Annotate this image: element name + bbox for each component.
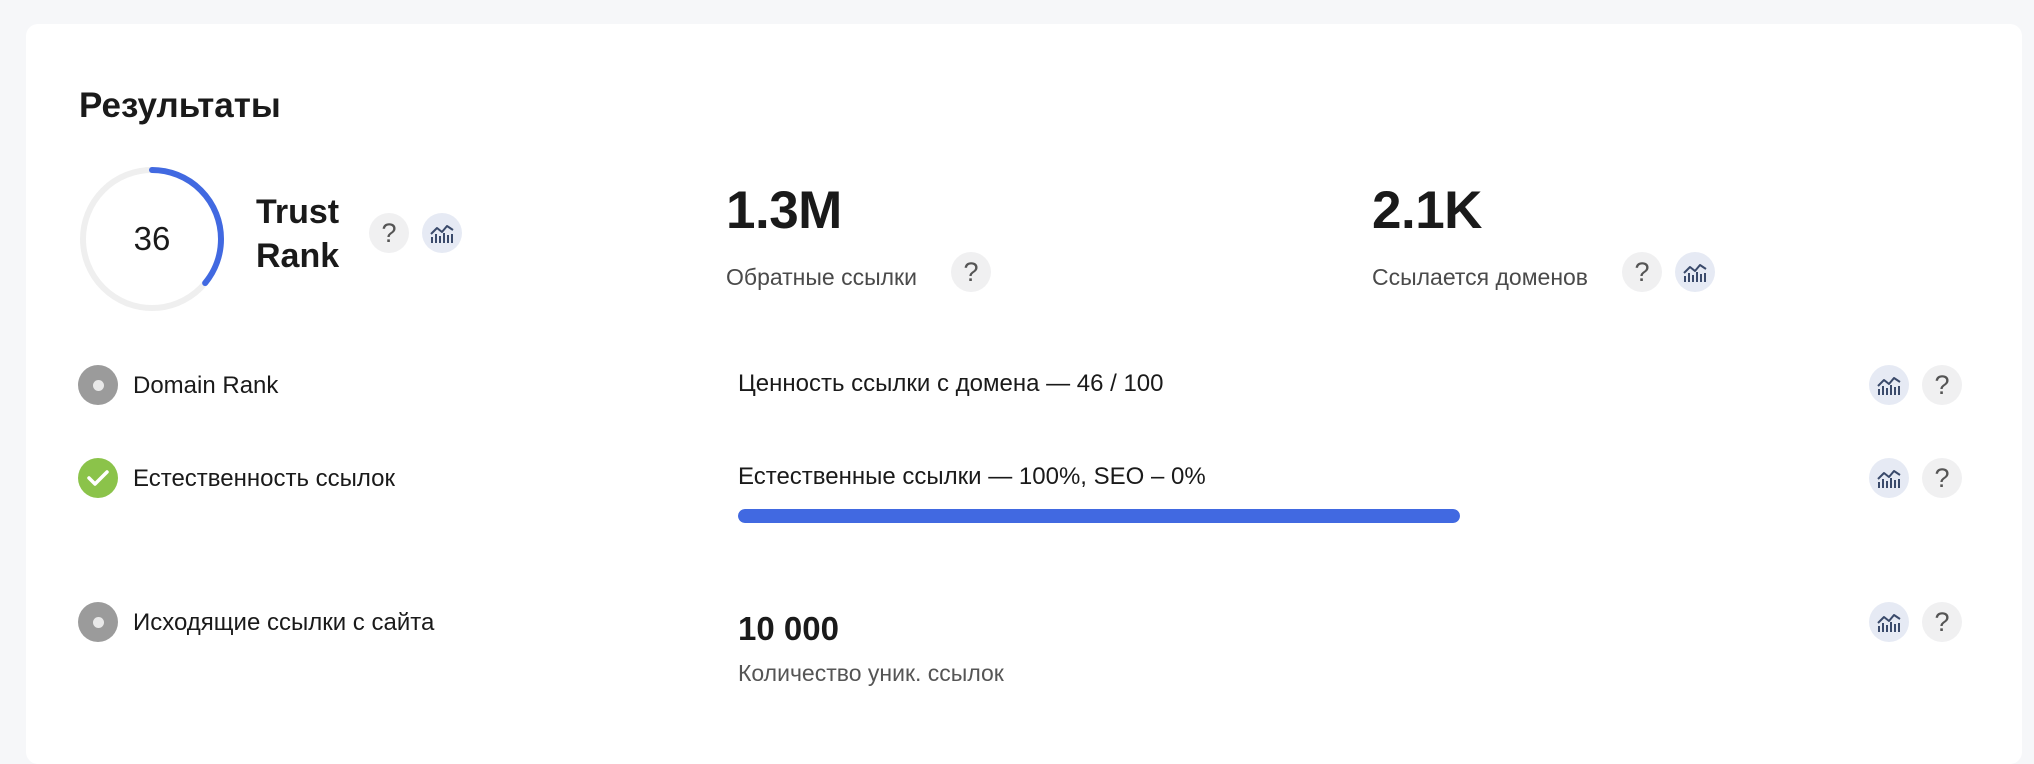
naturalness-chart-button[interactable]: [1869, 458, 1909, 498]
trust-rank-gauge: [80, 167, 224, 311]
question-icon: ?: [1934, 606, 1950, 637]
outgoing-help-button[interactable]: ?: [1922, 602, 1962, 642]
outgoing-label: Исходящие ссылки с сайта: [133, 609, 435, 636]
ref-domains-chart-button[interactable]: [1675, 252, 1715, 292]
question-icon: ?: [1934, 462, 1950, 493]
ref-domains-value: 2.1K: [1372, 181, 1482, 240]
naturalness-label: Естественность ссылок: [133, 465, 396, 492]
naturalness-progress-bar: [738, 509, 1460, 523]
backlinks-label: Обратные ссылки: [726, 264, 917, 290]
trust-rank-chart-button[interactable]: [422, 213, 462, 253]
domain-rank-value: Ценность ссылки с домена — 46 / 100: [738, 370, 1164, 397]
naturalness-progress-fill: [738, 509, 1460, 523]
chart-icon: [1877, 377, 1901, 395]
trust-rank-label-line2: Rank: [256, 237, 340, 275]
domain-rank-chart-button[interactable]: [1869, 365, 1909, 405]
domain-rank-status-icon: [78, 365, 118, 405]
trust-rank-help-button[interactable]: ?: [369, 213, 409, 253]
backlinks-value: 1.3M: [726, 181, 842, 240]
page-title: Результаты: [79, 86, 281, 125]
check-icon: [78, 458, 118, 498]
domain-rank-help-button[interactable]: ?: [1922, 365, 1962, 405]
question-icon: ?: [381, 217, 397, 248]
naturalness-value: Естественные ссылки — 100%, SEO – 0%: [738, 463, 1206, 490]
ref-domains-label: Ссылается доменов: [1372, 264, 1589, 290]
chart-icon: [1683, 264, 1707, 282]
question-icon: ?: [963, 256, 979, 287]
chart-icon: [430, 225, 454, 243]
trust-rank-value: 36: [133, 220, 171, 257]
domain-rank-label: Domain Rank: [133, 372, 279, 399]
results-card: [26, 24, 2022, 764]
outgoing-number-label: Количество уник. ссылок: [738, 660, 1004, 686]
question-icon: ?: [1634, 256, 1650, 287]
outgoing-chart-button[interactable]: [1869, 602, 1909, 642]
trust-rank-label: Trust Rank: [256, 190, 376, 278]
outgoing-status-icon: [78, 602, 118, 642]
backlinks-help-button[interactable]: ?: [951, 252, 991, 292]
ref-domains-help-button[interactable]: ?: [1622, 252, 1662, 292]
chart-icon: [1877, 470, 1901, 488]
chart-icon: [1877, 614, 1901, 632]
outgoing-number: 10 000: [738, 610, 839, 647]
naturalness-help-button[interactable]: ?: [1922, 458, 1962, 498]
trust-rank-label-line1: Trust: [256, 193, 340, 231]
question-icon: ?: [1934, 369, 1950, 400]
